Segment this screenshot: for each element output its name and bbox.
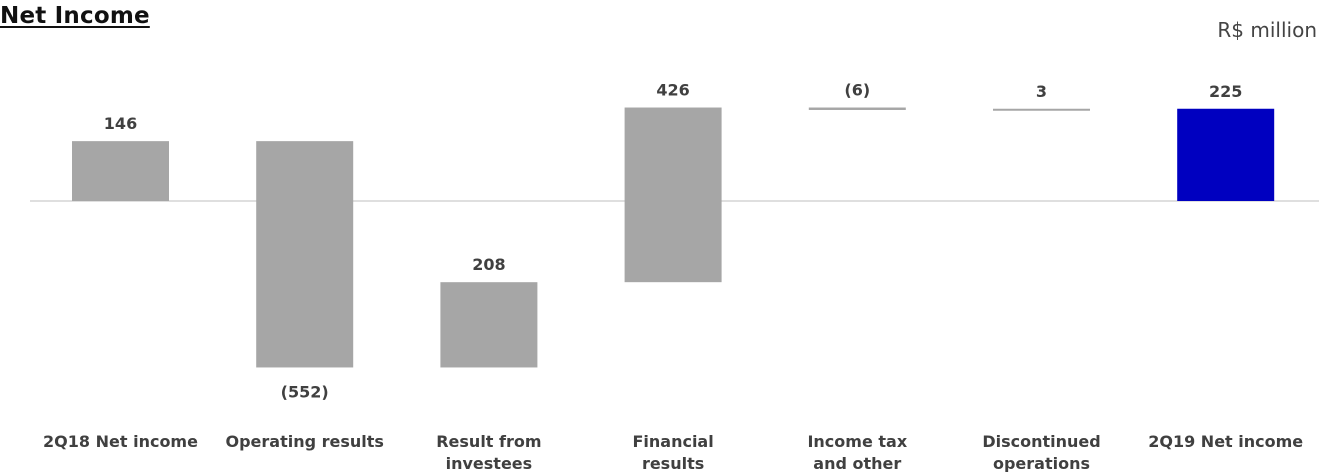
bar-7 [1177, 108, 1275, 201]
category-label-5-line-2: and other [813, 454, 901, 472]
category-label-4-line-2: results [642, 454, 704, 472]
category-label-7: 2Q19 Net income [1148, 432, 1303, 451]
category-label-4-line-1: Financial [632, 432, 713, 451]
value-label-1: 146 [104, 114, 137, 133]
value-label-5: (6) [844, 81, 870, 100]
value-label-6: 3 [1036, 82, 1047, 101]
bar-1 [72, 141, 169, 201]
category-label-2: Operating results [225, 432, 383, 451]
bar-3 [440, 282, 538, 368]
unit-label: R$ million [1217, 18, 1317, 42]
value-label-3: 208 [472, 255, 505, 274]
category-label-6-line-1: Discontinued [982, 432, 1100, 451]
value-label-4: 426 [656, 81, 689, 100]
category-label-5-line-1: Income tax [807, 432, 907, 451]
bar-2 [256, 141, 354, 368]
category-label-3-line-1: Result from [436, 432, 541, 451]
category-label-3-line-2: investees [446, 454, 533, 472]
bar-5 [808, 107, 906, 110]
chart-title: Net Income [0, 3, 150, 29]
value-label-7: 225 [1209, 82, 1242, 101]
bar-4 [624, 107, 722, 283]
value-label-2: (552) [281, 382, 329, 401]
category-label-1: 2Q18 Net income [43, 432, 198, 451]
bar-6 [993, 108, 1090, 111]
category-label-6-line-2: operations [993, 454, 1090, 472]
